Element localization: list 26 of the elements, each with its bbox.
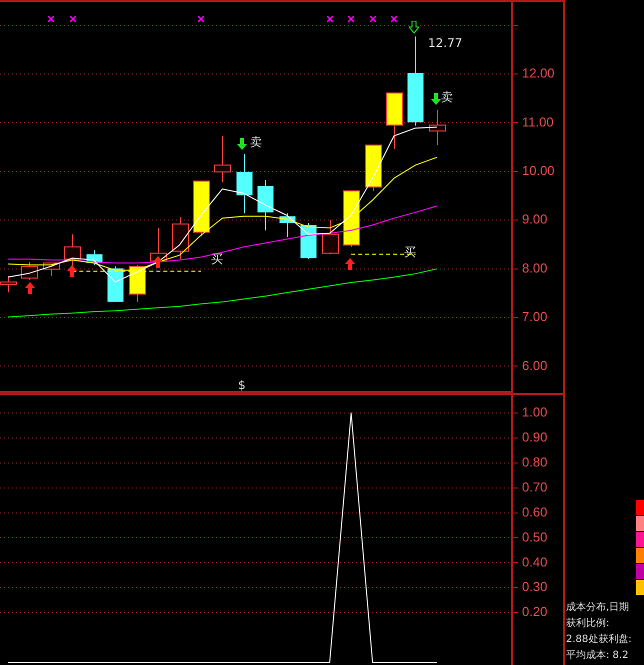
annotation: 12.77 (428, 36, 462, 50)
y-tick-label: 10.00 (522, 163, 555, 178)
y-tick-label: 0.20 (522, 604, 548, 620)
y-tick-label: 0.50 (522, 529, 548, 544)
y-tick-label: 8.00 (522, 260, 548, 276)
text: 成本分布,日期 (566, 600, 630, 615)
text: 平均成本: 8.2 (566, 648, 630, 663)
y-tick-label: 1.00 (522, 404, 548, 420)
annotation: $ (238, 378, 246, 392)
annotation: 卖 (250, 135, 262, 150)
y-tick-label: 12.00 (522, 66, 555, 81)
y-tick-label: 0.90 (522, 429, 548, 444)
y-tick-label: 9.00 (522, 212, 548, 227)
y-tick-label: 0.80 (522, 454, 548, 470)
y-tick-label: 6.00 (522, 358, 548, 373)
annotation: 卖 (441, 90, 453, 104)
text: 2.88处获利盘: (566, 632, 633, 647)
y-tick-label: 11.00 (522, 114, 554, 130)
y-tick-label: 0.60 (522, 504, 548, 520)
annotation: 买 (404, 245, 416, 260)
y-tick-label: 0.30 (522, 579, 548, 594)
y-tick-label: 7.00 (522, 309, 548, 324)
annotation: 买 (211, 252, 223, 266)
y-tick-label: 0.40 (522, 554, 548, 570)
text: 获利比例: (566, 616, 610, 631)
y-tick-label: 0.70 (522, 479, 548, 494)
